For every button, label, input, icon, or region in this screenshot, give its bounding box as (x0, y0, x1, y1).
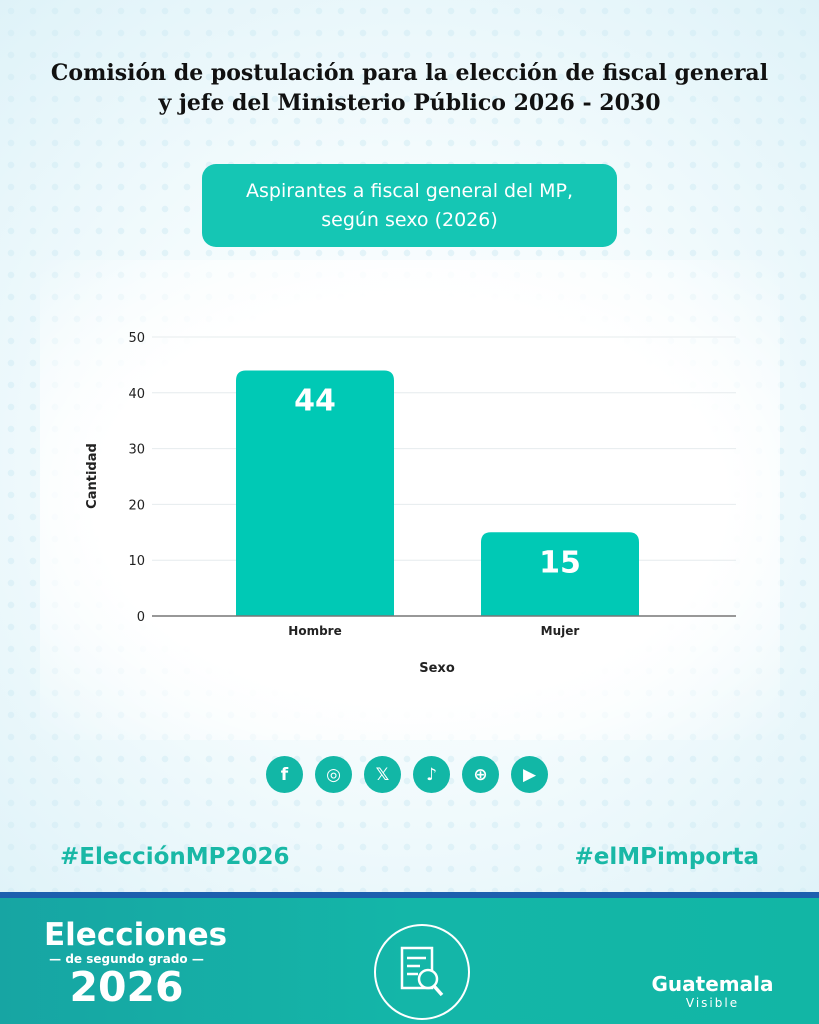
y-tick-label: 0 (137, 610, 145, 625)
x-axis-label: Sexo (419, 661, 455, 676)
bar-mujer (481, 532, 639, 616)
tiktok-icon[interactable]: ♪ (413, 756, 450, 793)
data-label: 44 (294, 383, 336, 418)
y-tick-label: 50 (128, 331, 145, 346)
data-label: 15 (539, 545, 581, 580)
guatemala-visible-logo: Guatemala Visible (640, 918, 785, 1010)
x-icon[interactable]: 𝕏 (364, 756, 401, 793)
x-tick-label: Mujer (541, 624, 580, 638)
globe-icon[interactable]: ⊕ (462, 756, 499, 793)
background-fade (40, 260, 780, 740)
title-line-2: y jefe del Ministerio Público 2026 - 203… (158, 90, 661, 116)
title-line-1: Comisión de postulación para la elección… (50, 60, 769, 86)
logo-year: 2026 (69, 963, 184, 1011)
y-axis-label: Cantidad (85, 443, 100, 509)
x-tick-label: Hombre (288, 624, 341, 638)
chart-title-line-2: según sexo (2026) (321, 208, 498, 231)
elecciones-logo: Elecciones — de segundo grado — 2026 (44, 917, 228, 1011)
page-title: Comisión de postulación para la elección… (0, 58, 819, 118)
bar-hombre (236, 370, 394, 616)
document-search-icon (374, 924, 470, 1020)
facebook-icon[interactable]: f (266, 756, 303, 793)
chart-title-box: Aspirantes a fiscal general del MP, segú… (202, 164, 617, 247)
instagram-icon[interactable]: ◎ (315, 756, 352, 793)
youtube-icon[interactable]: ▶ (511, 756, 548, 793)
logo-visible: Visible (685, 996, 740, 1010)
y-tick-label: 40 (128, 387, 145, 402)
logo-guatemala: Guatemala (651, 972, 774, 996)
footer: Elecciones — de segundo grado — 2026 Gua… (0, 892, 819, 1024)
chart-title-line-1: Aspirantes a fiscal general del MP, (246, 179, 573, 202)
hashtag-right: #elMPimporta (574, 844, 759, 870)
y-tick-label: 20 (128, 498, 145, 513)
y-tick-label: 30 (128, 443, 145, 458)
bar-chart: 0 10 20 30 40 50 44 Hombre 15 Mujer Cantidad Sexo (85, 331, 736, 676)
logo-elecciones: Elecciones (44, 917, 228, 953)
y-tick-label: 10 (128, 554, 145, 569)
logo-segundo-grado: — de segundo grado — (49, 952, 204, 966)
social-icons: f ◎ 𝕏 ♪ ⊕ ▶ (266, 756, 548, 793)
hashtag-left: #ElecciónMP2026 (60, 844, 290, 870)
